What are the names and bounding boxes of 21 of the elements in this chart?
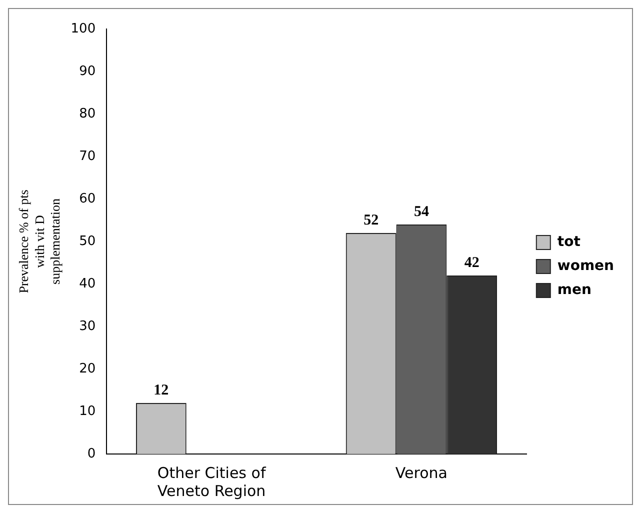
x-tick-label: Verona xyxy=(395,464,448,482)
y-tick-label: 50 xyxy=(79,234,96,249)
legend-label: tot xyxy=(557,234,581,250)
y-tick-label: 70 xyxy=(79,148,96,164)
y-tick-label: 90 xyxy=(79,64,96,79)
legend-label: men xyxy=(557,282,592,298)
legend-label: women xyxy=(557,258,614,274)
x-tick-label: Other Cities of Veneto Region xyxy=(157,464,266,500)
data-label: 52 xyxy=(364,212,379,228)
y-tick-label: 10 xyxy=(79,404,96,419)
y-tick-label: 40 xyxy=(79,276,96,292)
y-tick-label: 100 xyxy=(70,21,96,36)
y-tick-label: 30 xyxy=(79,318,96,334)
y-axis-title: Prevalence % of pts with vit D supplementation xyxy=(16,190,62,294)
y-tick-label: 20 xyxy=(79,361,96,376)
data-label: 54 xyxy=(414,204,430,220)
y-tick-label: 60 xyxy=(79,191,96,206)
data-label: 42 xyxy=(464,254,480,271)
y-tick-label: 0 xyxy=(87,446,96,462)
data-label: 12 xyxy=(154,382,169,398)
y-tick-label: 80 xyxy=(79,106,96,122)
